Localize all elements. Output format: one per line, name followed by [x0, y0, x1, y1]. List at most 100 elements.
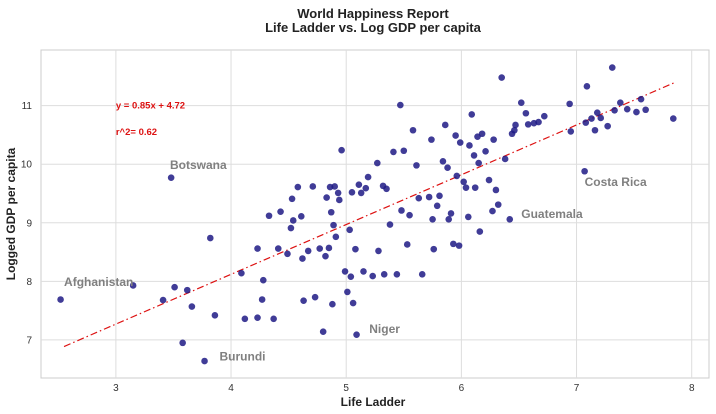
r-squared-label: r^2= 0.62 [116, 127, 157, 138]
data-point [304, 247, 312, 255]
x-tick-label: 6 [459, 383, 465, 394]
data-point [604, 122, 611, 130]
data-point [517, 99, 525, 107]
data-point [445, 215, 453, 223]
data-point [642, 106, 649, 114]
data-point [319, 328, 327, 336]
data-point [352, 245, 359, 253]
data-point [362, 184, 370, 192]
data-point [344, 288, 351, 296]
data-point [325, 244, 333, 252]
data-point [364, 173, 372, 181]
data-point [413, 162, 420, 169]
data-points [57, 64, 677, 365]
data-point [374, 159, 381, 167]
chart-subtitle: Life Ladder vs. Log GDP per capita [265, 20, 482, 35]
data-point [588, 115, 595, 122]
x-tick-label: 5 [343, 383, 349, 394]
chart-title: World Happiness Report [297, 6, 449, 21]
y-tick-label: 10 [21, 160, 33, 171]
data-point [316, 245, 324, 252]
data-point [611, 107, 618, 114]
data-point [207, 234, 214, 242]
data-point [330, 221, 337, 229]
x-tick-label: 8 [689, 383, 695, 394]
data-point [453, 172, 461, 180]
y-axis-label: Logged GDP per capita [4, 147, 18, 280]
data-point [593, 109, 601, 116]
data-point [608, 64, 616, 71]
data-point [353, 331, 360, 338]
data-point [287, 224, 295, 232]
data-point [464, 213, 472, 221]
data-point [476, 228, 484, 235]
data-point [335, 196, 343, 204]
data-point [522, 109, 530, 117]
y-tick-label: 9 [26, 218, 32, 229]
data-point [398, 207, 405, 214]
data-point [393, 271, 401, 278]
data-point [274, 245, 282, 252]
data-point [489, 207, 496, 215]
data-point [288, 195, 296, 203]
data-point [397, 101, 404, 109]
data-point [270, 315, 277, 323]
data-point [498, 74, 505, 81]
data-point [360, 268, 367, 275]
data-point [369, 272, 376, 280]
data-point [357, 189, 365, 197]
data-point [347, 273, 355, 280]
data-point [311, 293, 319, 301]
data-point [201, 357, 208, 365]
data-point [258, 296, 266, 303]
x-tick-label: 4 [228, 383, 234, 394]
data-point [348, 189, 356, 196]
data-point [623, 105, 631, 113]
data-point [254, 314, 261, 321]
x-axis-label: Life Ladder [341, 395, 406, 409]
data-point [406, 211, 413, 219]
data-point [433, 202, 441, 210]
data-point [566, 100, 573, 108]
data-point [541, 112, 548, 120]
data-point [322, 252, 329, 260]
data-point [471, 184, 479, 191]
data-point [346, 226, 353, 234]
data-point [331, 183, 338, 190]
data-point [241, 315, 249, 323]
data-point [167, 174, 175, 181]
data-point [475, 159, 482, 167]
plot-area [40, 49, 710, 379]
data-point [524, 121, 532, 128]
annotations: Afghanistan Botswana Burundi Niger Guatemala… [64, 101, 647, 364]
data-point [289, 217, 297, 224]
data-point [462, 184, 470, 191]
regression-equation: y = 0.85x + 4.72 [116, 101, 185, 112]
data-point [390, 148, 397, 156]
data-point [265, 212, 273, 220]
data-point [494, 201, 502, 208]
data-point [455, 242, 463, 249]
y-tick-label: 8 [26, 277, 32, 288]
data-point [441, 121, 449, 129]
data-point [597, 114, 605, 122]
data-point [380, 271, 388, 278]
data-point [409, 126, 417, 134]
data-point [415, 194, 423, 202]
data-point [327, 208, 335, 216]
data-point [179, 339, 186, 347]
country-annotation: Costa Rica [585, 175, 647, 189]
tick-labels: 3 4 5 6 7 8 7 8 9 10 11 [21, 101, 695, 394]
data-point [238, 269, 245, 277]
data-point [633, 108, 640, 116]
data-point [466, 142, 473, 149]
data-point [482, 148, 489, 155]
data-point [188, 303, 196, 310]
x-tick-label: 7 [574, 383, 580, 394]
data-point [386, 221, 394, 228]
country-annotation: Afghanistan [64, 275, 133, 289]
data-point [637, 95, 645, 103]
data-point [277, 208, 284, 215]
data-point [332, 233, 340, 241]
data-point [403, 241, 411, 248]
